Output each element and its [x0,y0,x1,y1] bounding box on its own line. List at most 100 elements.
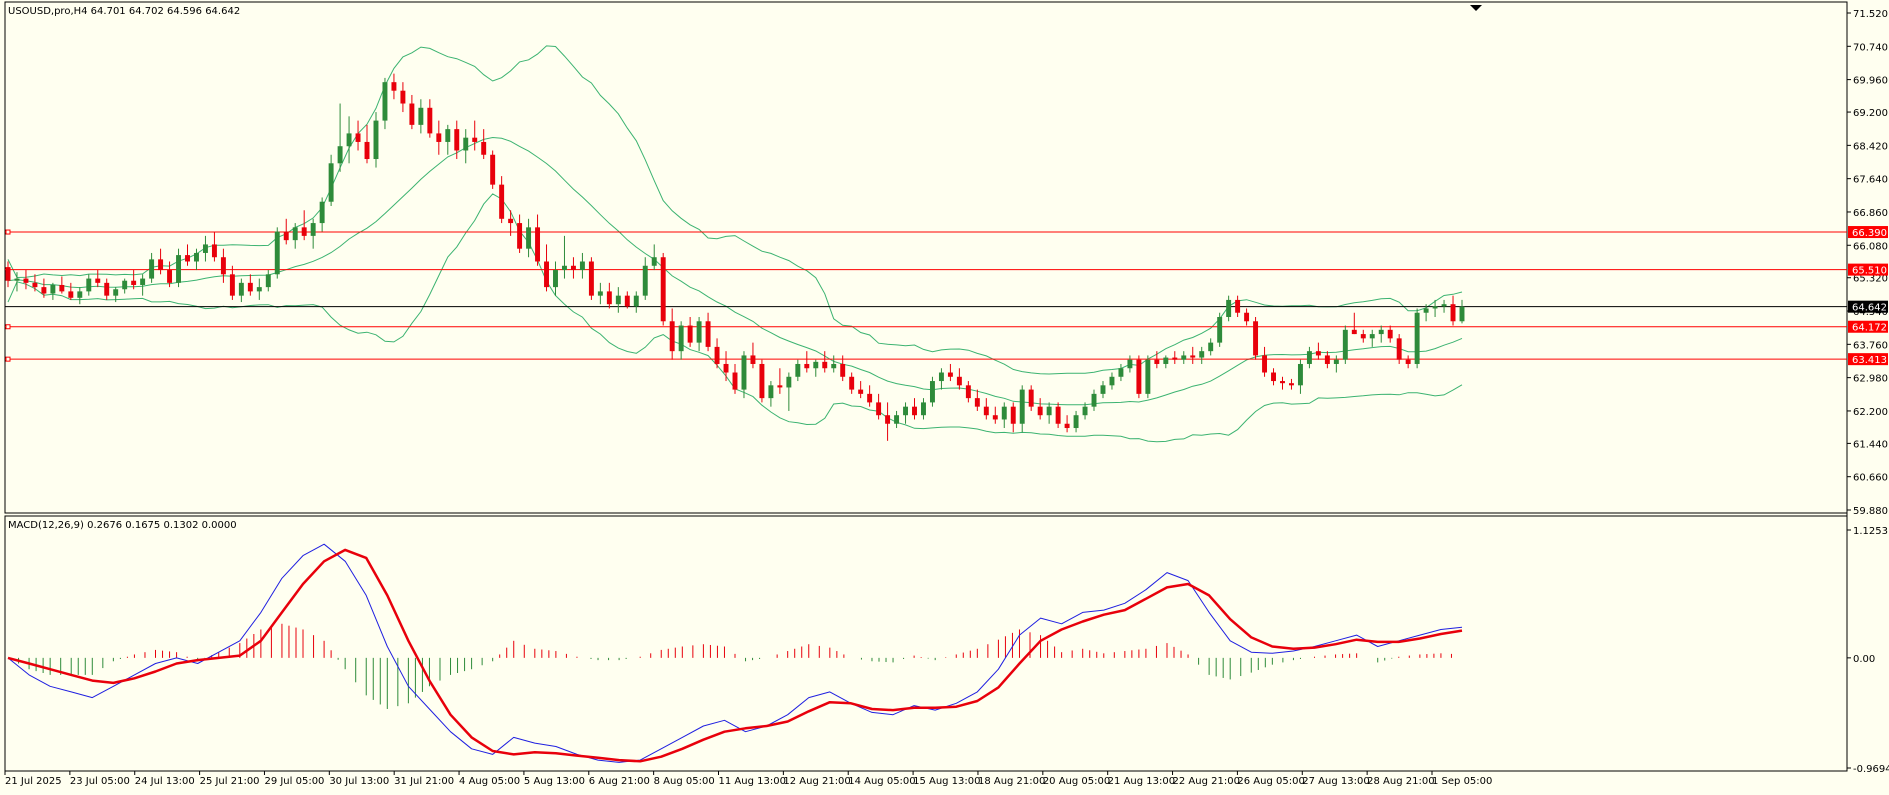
shift-marker-icon[interactable] [1470,5,1482,11]
candle-body [1396,338,1402,360]
candle-body [1136,359,1142,394]
candle-body [544,261,549,288]
candle-body [481,141,487,155]
candle-body [535,227,541,262]
time-tick-label: 20 Aug 05:00 [1043,776,1110,787]
candle-body [1244,312,1250,322]
price-tick-label: 66.080 [1853,241,1888,252]
chart-header: USOUSD,pro,H4 64.701 64.702 64.596 64.64… [8,6,240,17]
candle-body [355,133,361,142]
level-handle-3 [5,356,11,362]
macd-line [7,543,1463,763]
candle-body [1315,351,1321,356]
time-tick-label: 22 Aug 21:00 [1173,776,1240,787]
candle-body [1019,389,1025,424]
candle-body [929,381,935,403]
candle-body [1459,306,1465,322]
time-tick-label: 4 Aug 05:00 [459,776,520,787]
candle-body [579,261,585,271]
candle-body [41,287,47,294]
candle-body [633,295,639,307]
price-tick-label: 61.440 [1853,439,1888,450]
candle-body [1064,423,1070,429]
time-tick-label: 25 Jul 21:00 [200,776,260,787]
candle-body [912,406,917,416]
price-tick-label: 59.880 [1853,506,1888,517]
candle-body [346,133,352,147]
level-label-0: 66.390 [1852,228,1887,239]
candle-body [176,255,181,283]
candle-body [104,282,110,296]
candle-body [526,227,532,249]
candle-body [158,259,164,271]
candle-body [741,355,747,390]
candle-body [1271,372,1276,382]
candle-body [185,255,190,262]
candle-body [1190,355,1196,358]
candle-body [849,376,855,390]
candle-body [1280,381,1285,384]
candle-body [23,278,29,283]
candle-body [1199,351,1205,358]
candle-body [1010,406,1016,424]
candle-body [1001,406,1007,420]
candle-body [768,385,774,399]
candle-body [1423,308,1429,313]
candle-body [382,82,388,121]
candle-body [804,363,810,369]
candle-body [50,284,56,294]
level-label-3: 63.413 [1852,355,1887,366]
candle-body [1055,406,1061,424]
macd-tick-label: 0.00 [1853,654,1875,665]
candle-body [292,227,298,241]
candle-body [1037,406,1043,416]
price-tick-label: 69.200 [1853,108,1888,119]
candle-body [723,363,729,373]
price-tick-label: 70.740 [1853,42,1888,53]
candle-body [77,291,83,298]
level-label-bg-3 [1848,353,1888,366]
level-label-1: 65.510 [1852,266,1887,277]
candle-body [418,107,424,125]
time-tick-label: 6 Aug 21:00 [589,776,650,787]
candle-body [938,372,944,382]
candle-body [220,257,226,275]
candle-body [391,82,397,91]
candle-body [1109,376,1115,386]
candle-body [597,291,603,296]
price-tick-label: 66.860 [1853,208,1888,219]
candle-body [14,278,20,281]
candle-body [1145,359,1151,394]
candle-body [562,265,567,271]
candle-body [1369,334,1375,339]
candle-body [947,372,953,377]
candle-body [651,257,657,266]
candle-body [283,231,289,241]
candle-body [750,355,756,364]
level-label-bg-1 [1848,263,1888,276]
candle-body [965,385,971,399]
main-pane-frame [4,1,1848,514]
candle-body [86,278,92,292]
level-handle-2 [5,324,11,330]
candle-body [5,267,11,281]
price-tick-label: 65.320 [1853,274,1888,285]
candle-body [517,223,523,249]
candle-body [122,280,128,290]
candle-body [588,261,594,296]
candle-body [113,289,119,296]
candle-body [211,244,217,258]
candle-body [1235,299,1241,313]
macd-header: MACD(12,26,9) 0.2676 0.1675 0.1302 0.000… [8,520,237,531]
candle-body [1324,355,1330,364]
candle-body [795,363,801,377]
candle-body [1306,351,1312,364]
price-tick-label: 63.760 [1853,340,1888,351]
candle-body [553,270,558,288]
candle-body [867,393,873,403]
time-tick-label: 21 Jul 2025 [5,776,62,787]
candle-body [1360,334,1366,339]
time-tick-label: 24 Jul 13:00 [135,776,195,787]
